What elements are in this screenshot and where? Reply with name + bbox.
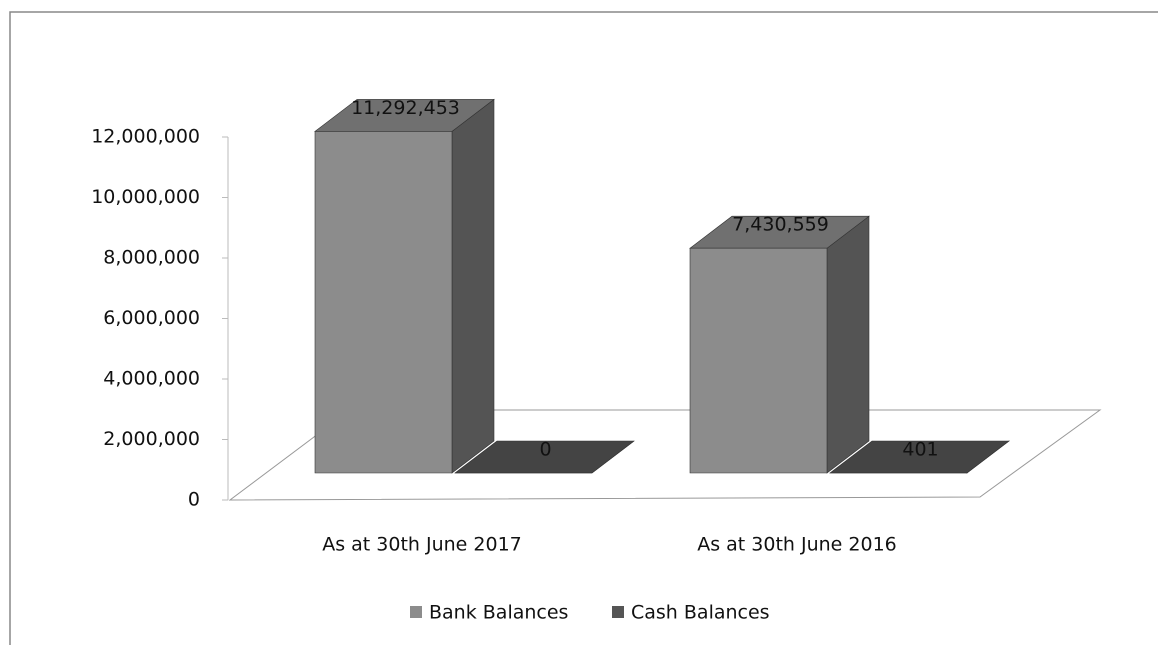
value-label: 11,292,453	[351, 97, 460, 119]
x-tick-label: As at 30th June 2016	[697, 534, 897, 556]
bar	[314, 98, 495, 474]
y-tick-label: 0	[188, 489, 200, 511]
bar-side	[826, 215, 870, 474]
legend-swatch	[612, 606, 624, 618]
legend-label: Cash Balances	[631, 602, 770, 624]
chart-border	[9, 11, 1158, 645]
y-tick-label: 8,000,000	[103, 247, 200, 269]
y-tick-label: 2,000,000	[103, 428, 200, 450]
bar-front	[689, 247, 828, 474]
y-tick-label: 12,000,000	[91, 126, 200, 148]
legend-label: Bank Balances	[429, 602, 568, 624]
y-tick-label: 4,000,000	[103, 368, 200, 390]
legend-swatch	[410, 606, 422, 618]
y-tick-label: 6,000,000	[103, 307, 200, 329]
bar	[829, 440, 1010, 474]
y-tick-label: 10,000,000	[91, 186, 200, 208]
value-label: 401	[902, 438, 938, 460]
bar-front	[314, 131, 453, 474]
x-tick-label: As at 30th June 2017	[322, 534, 522, 556]
bar	[689, 215, 870, 474]
bar	[454, 440, 635, 474]
value-label: 7,430,559	[732, 214, 829, 236]
bar-side	[451, 98, 495, 474]
value-label: 0	[539, 439, 551, 461]
